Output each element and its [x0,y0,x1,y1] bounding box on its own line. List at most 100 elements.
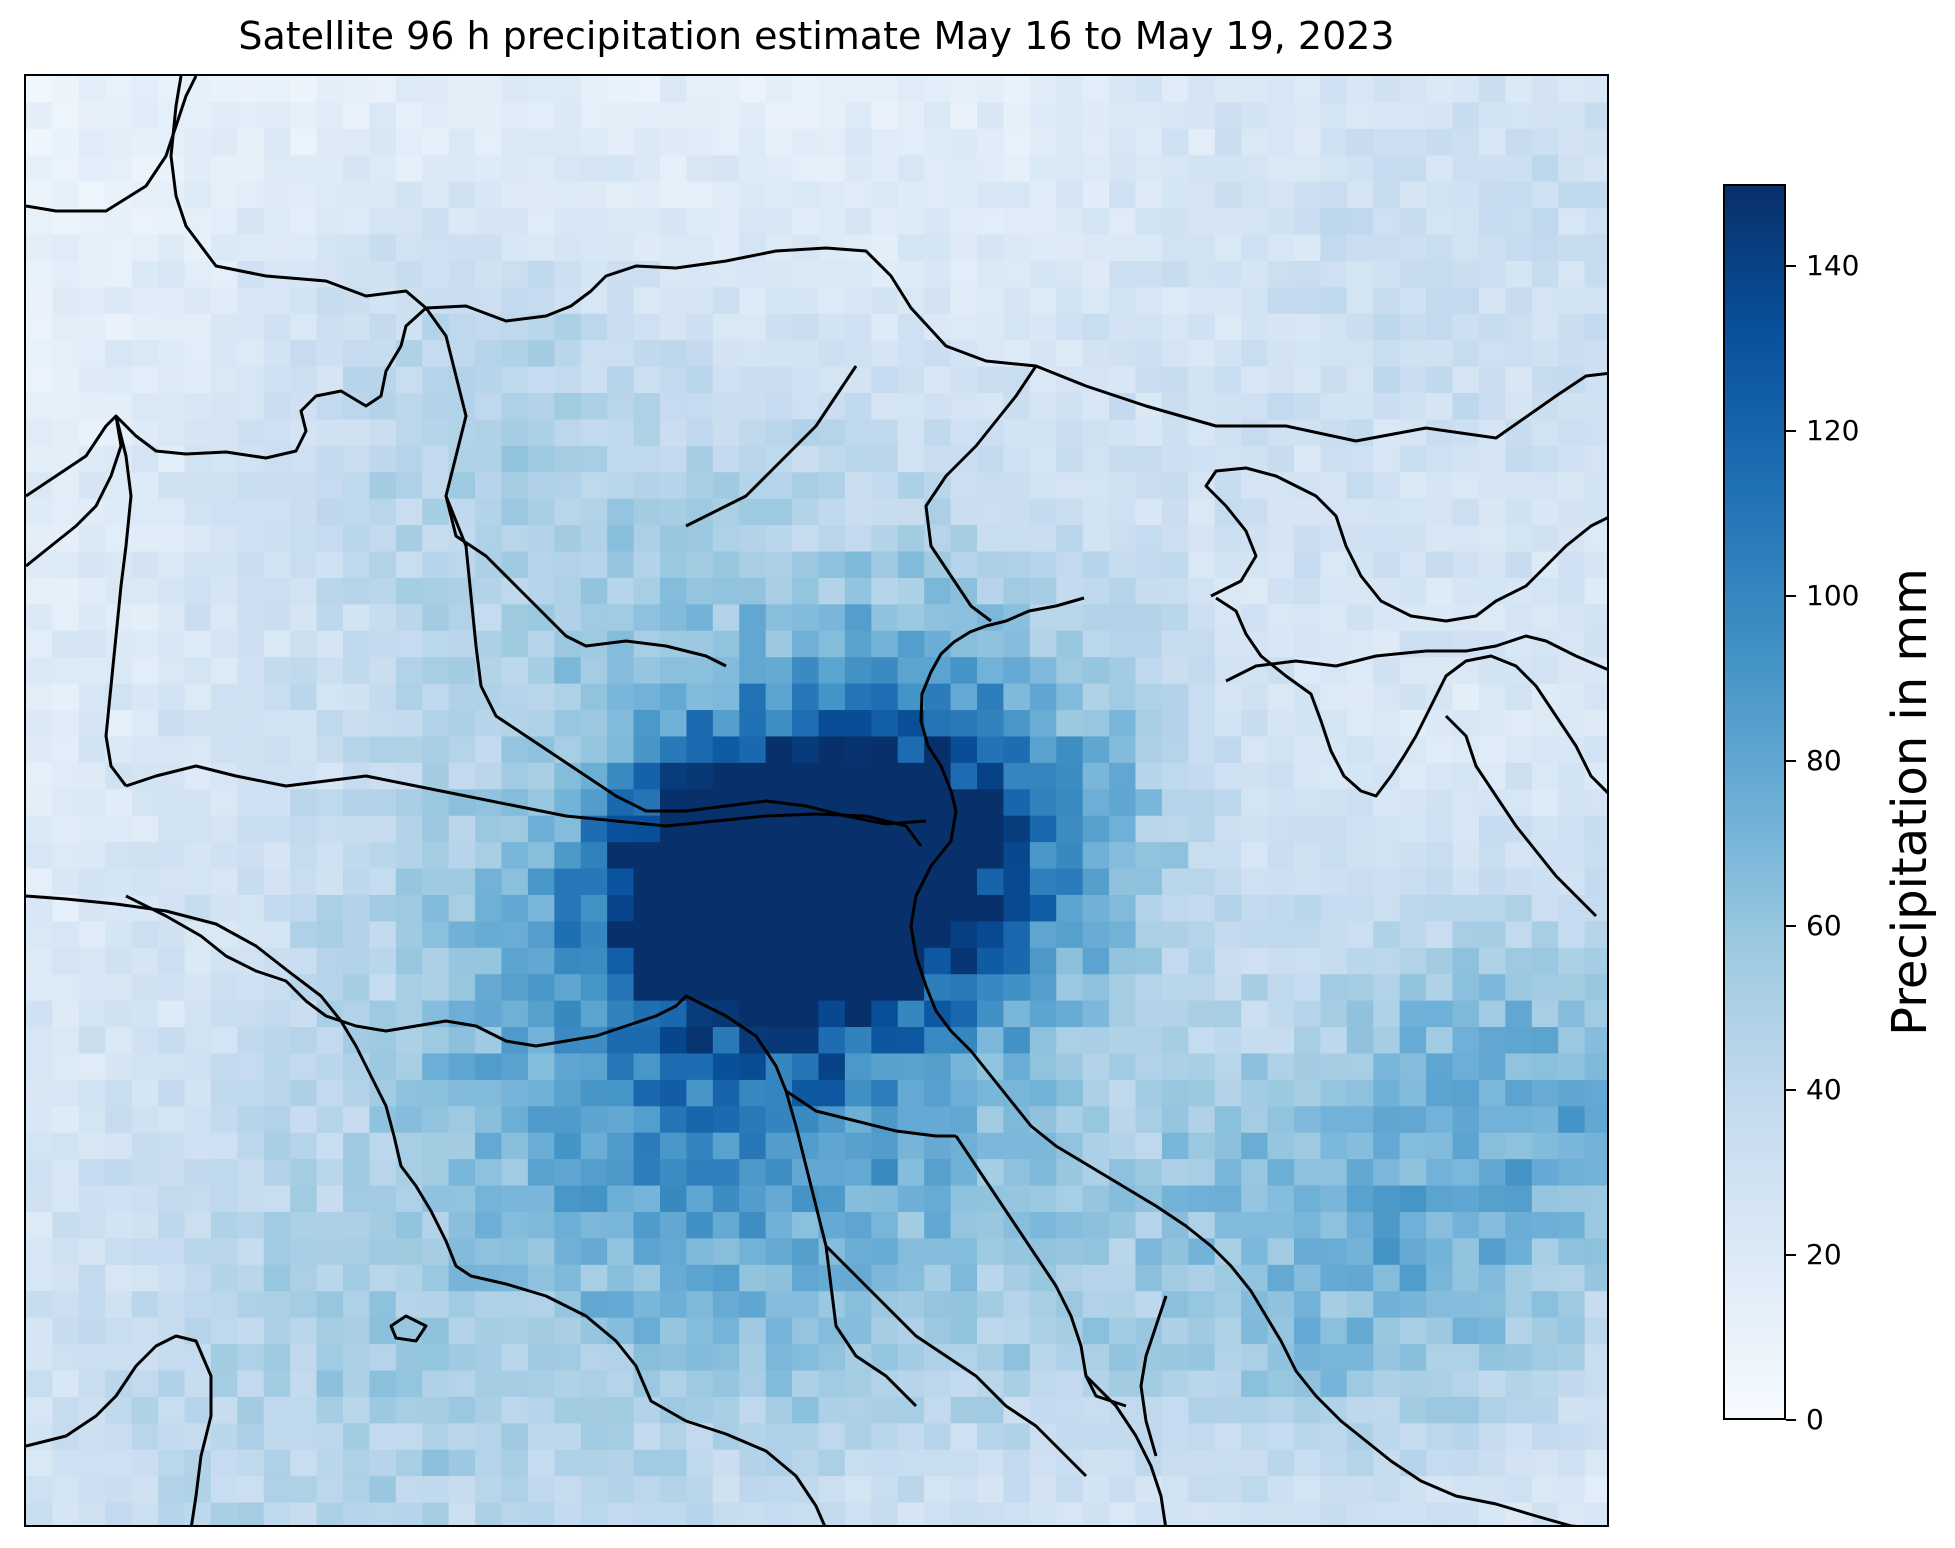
precip-cell [739,419,767,447]
precip-cell [290,340,318,368]
precip-cell [1082,1264,1110,1292]
precip-cell [792,1344,820,1372]
precip-cell [210,604,238,632]
precip-cell [210,1132,238,1160]
precip-cell [158,789,186,817]
precip-cell [1584,1185,1607,1213]
precip-cell [1505,1000,1533,1028]
precip-cell [844,1476,872,1504]
precip-cell [607,419,635,447]
precip-cell [422,1264,450,1292]
precip-cell [1241,1344,1269,1372]
precip-cell [527,1423,555,1451]
precip-cell [1426,789,1454,817]
precip-cell [501,1396,529,1424]
precip-cell [290,736,318,764]
precip-cell [263,234,291,262]
precip-cell [422,393,450,421]
precip-cell [739,525,767,553]
precip-cell [131,657,159,685]
precip-cell [343,868,371,896]
precip-cell [1558,340,1586,368]
precip-cell [950,551,978,579]
precip-cell [422,155,450,183]
precip-cell [633,894,661,922]
precip-cell [633,1106,661,1134]
precip-cell [844,1211,872,1239]
precip-cell [1320,842,1348,870]
precip-cell [924,1079,952,1107]
precip-cell [1188,762,1216,790]
precip-cell [844,1079,872,1107]
precip-cell [158,1449,186,1477]
precip-cell [316,525,344,553]
precip-cell [1003,1344,1031,1372]
precip-cell [1320,921,1348,949]
precip-cell [1505,1053,1533,1081]
precipitation-map[interactable] [24,74,1609,1527]
precip-cell [554,472,582,500]
precip-cell [1346,947,1374,975]
precip-cell [1161,1396,1189,1424]
precip-cell [1478,1291,1506,1319]
precip-cell [105,710,133,738]
precip-cell [1241,1423,1269,1451]
precip-cell [607,1000,635,1028]
precip-cell [1188,683,1216,711]
precip-cell [343,234,371,262]
precip-cell [290,947,318,975]
precip-cell [1267,128,1295,156]
precip-cell [475,498,503,526]
precip-cell [924,683,952,711]
precip-cell [818,498,846,526]
precip-cell [1294,1159,1322,1187]
precip-cell [1082,1396,1110,1424]
precip-cell [316,815,344,843]
precip-cell [1082,1053,1110,1081]
precip-cell [1029,1027,1057,1055]
precip-cell [660,208,688,236]
precip-cell [1188,551,1216,579]
precip-cell [660,842,688,870]
precip-cell [395,1449,423,1477]
precip-cell [897,762,925,790]
precip-cell [131,1264,159,1292]
precip-cell [1320,102,1348,130]
precip-cell [1003,234,1031,262]
precip-cell [1399,313,1427,341]
precip-cell [1267,1238,1295,1266]
colorbar-tick [1786,430,1796,433]
precip-cell [475,76,503,104]
precip-cell [1426,393,1454,421]
precip-cell [554,1000,582,1028]
precip-cell [1082,1106,1110,1134]
precip-cell [1399,974,1427,1002]
precip-cell [131,287,159,315]
precip-cell [395,313,423,341]
precip-cell [897,1185,925,1213]
precip-cell [712,287,740,315]
precip-cell [844,710,872,738]
precip-cell [369,789,397,817]
precip-cell [977,762,1005,790]
precip-cell [554,366,582,394]
precip-cell [633,76,661,104]
precip-cell [1426,736,1454,764]
precip-cell [844,868,872,896]
precip-cell [475,604,503,632]
precip-cell [977,710,1005,738]
precip-cell [554,1344,582,1372]
precip-cell [1109,155,1137,183]
precip-cell [1109,1211,1137,1239]
precip-cell [1267,1211,1295,1239]
colorbar [1723,184,1786,1420]
precip-cell [1294,762,1322,790]
precip-cell [633,762,661,790]
precip-cell [1135,657,1163,685]
precip-cell [1294,921,1322,949]
precip-cell [1109,128,1137,156]
precip-cell [158,287,186,315]
precip-cell [818,1185,846,1213]
precip-cell [527,287,555,315]
precip-cell [210,1370,238,1398]
